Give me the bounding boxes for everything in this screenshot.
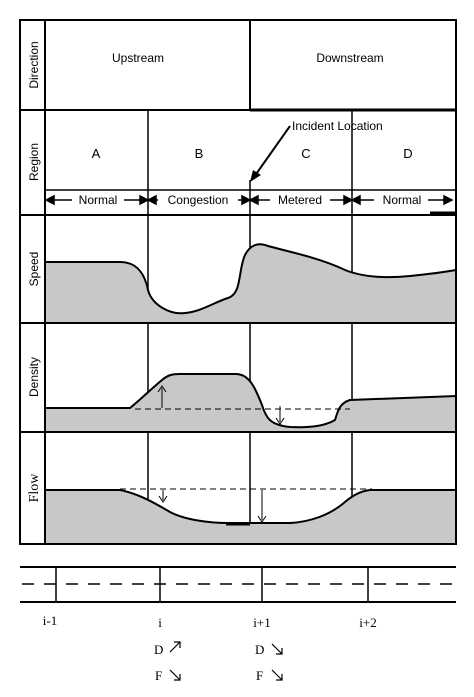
trend-i1-density-arrow-down-icon: [271, 643, 283, 655]
trend-i1-flow-arrow-down-icon: [271, 669, 283, 681]
state-arrows: [44, 194, 454, 206]
row-label-region: Region: [27, 143, 41, 181]
flow-profile: [44, 489, 457, 545]
row-label-direction: Direction: [27, 41, 41, 88]
state-b: Congestion: [168, 193, 229, 207]
row-label-flow: Flow: [27, 473, 42, 503]
trend-i-flow-label: F: [155, 668, 162, 683]
flow-arrow-right: [257, 490, 267, 523]
incident-arrow: [250, 125, 291, 182]
section-label-i: i: [158, 615, 162, 630]
direction-upstream: Upstream: [112, 51, 164, 65]
region-b: B: [195, 146, 204, 161]
section-label-i-minus-1: i-1: [43, 613, 57, 628]
flow-arrow-left: [158, 490, 168, 503]
row-label-speed: Speed: [27, 252, 41, 287]
state-c: Metered: [278, 193, 322, 207]
density-profile: [44, 373, 457, 433]
trend-i-flow-arrow-down-icon: [169, 669, 181, 681]
direction-downstream: Downstream: [316, 51, 383, 65]
road-schematic: [20, 566, 456, 603]
trend-i1-density-label: D: [255, 642, 264, 657]
section-label-i-plus-1: i+1: [253, 615, 270, 630]
density-arrow-up: [157, 385, 167, 408]
region-c: C: [301, 146, 310, 161]
trend-i-density-label: D: [154, 642, 163, 657]
density-arrow-down: [275, 406, 285, 425]
state-d: Normal: [383, 193, 422, 207]
section-label-i-plus-2: i+2: [359, 615, 376, 630]
region-a: A: [92, 146, 101, 161]
state-a: Normal: [79, 193, 118, 207]
trend-i-density-arrow-up-icon: [169, 641, 181, 653]
speed-profile: [44, 243, 457, 324]
region-d: D: [403, 146, 412, 161]
trend-i1-flow-label: F: [256, 668, 263, 683]
row-label-density: Density: [27, 357, 41, 397]
region-vertical-lines: [147, 110, 353, 544]
incident-label: Incident Location: [292, 119, 383, 133]
